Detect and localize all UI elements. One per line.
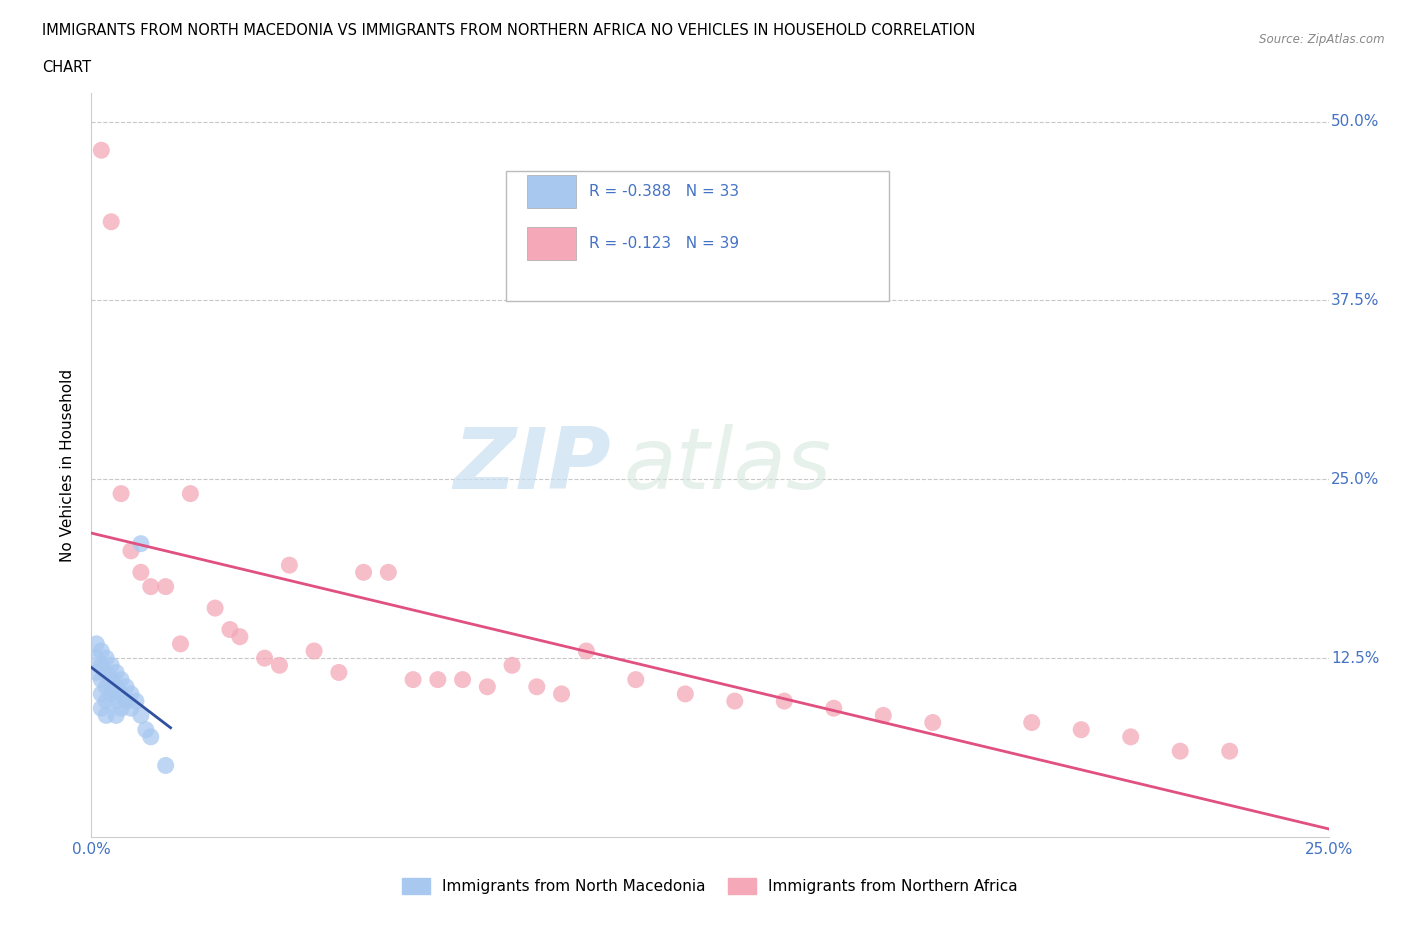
Point — [823, 701, 845, 716]
Y-axis label: No Vehicles in Household: No Vehicles in Household — [60, 368, 76, 562]
Point — [105, 665, 128, 680]
Text: Source: ZipAtlas.com: Source: ZipAtlas.com — [1260, 33, 1385, 46]
Point — [110, 686, 132, 701]
Point — [115, 694, 138, 709]
Bar — [527, 227, 576, 260]
Point — [96, 651, 118, 666]
Point — [110, 672, 132, 687]
Point — [120, 686, 142, 701]
Point — [90, 672, 112, 687]
Bar — [527, 175, 576, 208]
Point — [125, 694, 148, 709]
Point — [86, 665, 108, 680]
Point — [278, 558, 301, 573]
Point — [155, 758, 177, 773]
Point — [169, 636, 191, 651]
Text: atlas: atlas — [623, 423, 831, 507]
Point — [139, 729, 162, 744]
Point — [110, 701, 132, 716]
Point — [96, 679, 118, 694]
Point — [229, 630, 252, 644]
Point — [1168, 744, 1191, 759]
Text: 37.5%: 37.5% — [1331, 293, 1379, 308]
Point — [1070, 723, 1092, 737]
Point — [100, 686, 122, 701]
Point — [328, 665, 350, 680]
Point — [575, 644, 598, 658]
Text: IMMIGRANTS FROM NORTH MACEDONIA VS IMMIGRANTS FROM NORTHERN AFRICA NO VEHICLES I: IMMIGRANTS FROM NORTH MACEDONIA VS IMMIG… — [42, 23, 976, 38]
Point — [155, 579, 177, 594]
Point — [100, 658, 122, 672]
Point — [120, 543, 142, 558]
Text: 12.5%: 12.5% — [1331, 651, 1379, 666]
FancyBboxPatch shape — [506, 171, 890, 301]
Point — [105, 679, 128, 694]
Point — [129, 537, 152, 551]
Point — [353, 565, 375, 579]
Point — [90, 658, 112, 672]
Point — [253, 651, 276, 666]
Point — [1021, 715, 1043, 730]
Point — [179, 486, 201, 501]
Text: CHART: CHART — [42, 60, 91, 75]
Point — [477, 679, 499, 694]
Legend: Immigrants from North Macedonia, Immigrants from Northern Africa: Immigrants from North Macedonia, Immigra… — [396, 871, 1024, 900]
Point — [773, 694, 796, 709]
Point — [526, 679, 548, 694]
Point — [90, 644, 112, 658]
Point — [90, 143, 112, 158]
Point — [100, 672, 122, 687]
Text: 25.0%: 25.0% — [1331, 472, 1379, 486]
Point — [139, 579, 162, 594]
Point — [100, 214, 122, 229]
Point — [96, 708, 118, 723]
Point — [90, 701, 112, 716]
Point — [129, 565, 152, 579]
Point — [204, 601, 226, 616]
Point — [1119, 729, 1142, 744]
Point — [377, 565, 399, 579]
Point — [115, 679, 138, 694]
Point — [219, 622, 242, 637]
Point — [451, 672, 474, 687]
Point — [673, 686, 696, 701]
Point — [402, 672, 425, 687]
Point — [129, 708, 152, 723]
Point — [105, 694, 128, 709]
Point — [426, 672, 449, 687]
Point — [921, 715, 943, 730]
Point — [724, 694, 747, 709]
Point — [90, 686, 112, 701]
Point — [302, 644, 325, 658]
Point — [120, 701, 142, 716]
Point — [269, 658, 291, 672]
Point — [135, 723, 157, 737]
Point — [96, 694, 118, 709]
Point — [105, 708, 128, 723]
Point — [96, 665, 118, 680]
Point — [86, 636, 108, 651]
Point — [110, 486, 132, 501]
Point — [1219, 744, 1241, 759]
Point — [872, 708, 894, 723]
Text: ZIP: ZIP — [453, 423, 612, 507]
Point — [550, 686, 572, 701]
Text: R = -0.123   N = 39: R = -0.123 N = 39 — [589, 236, 740, 251]
Point — [624, 672, 647, 687]
Point — [86, 651, 108, 666]
Text: R = -0.388   N = 33: R = -0.388 N = 33 — [589, 184, 740, 199]
Text: 50.0%: 50.0% — [1331, 114, 1379, 129]
Point — [501, 658, 523, 672]
